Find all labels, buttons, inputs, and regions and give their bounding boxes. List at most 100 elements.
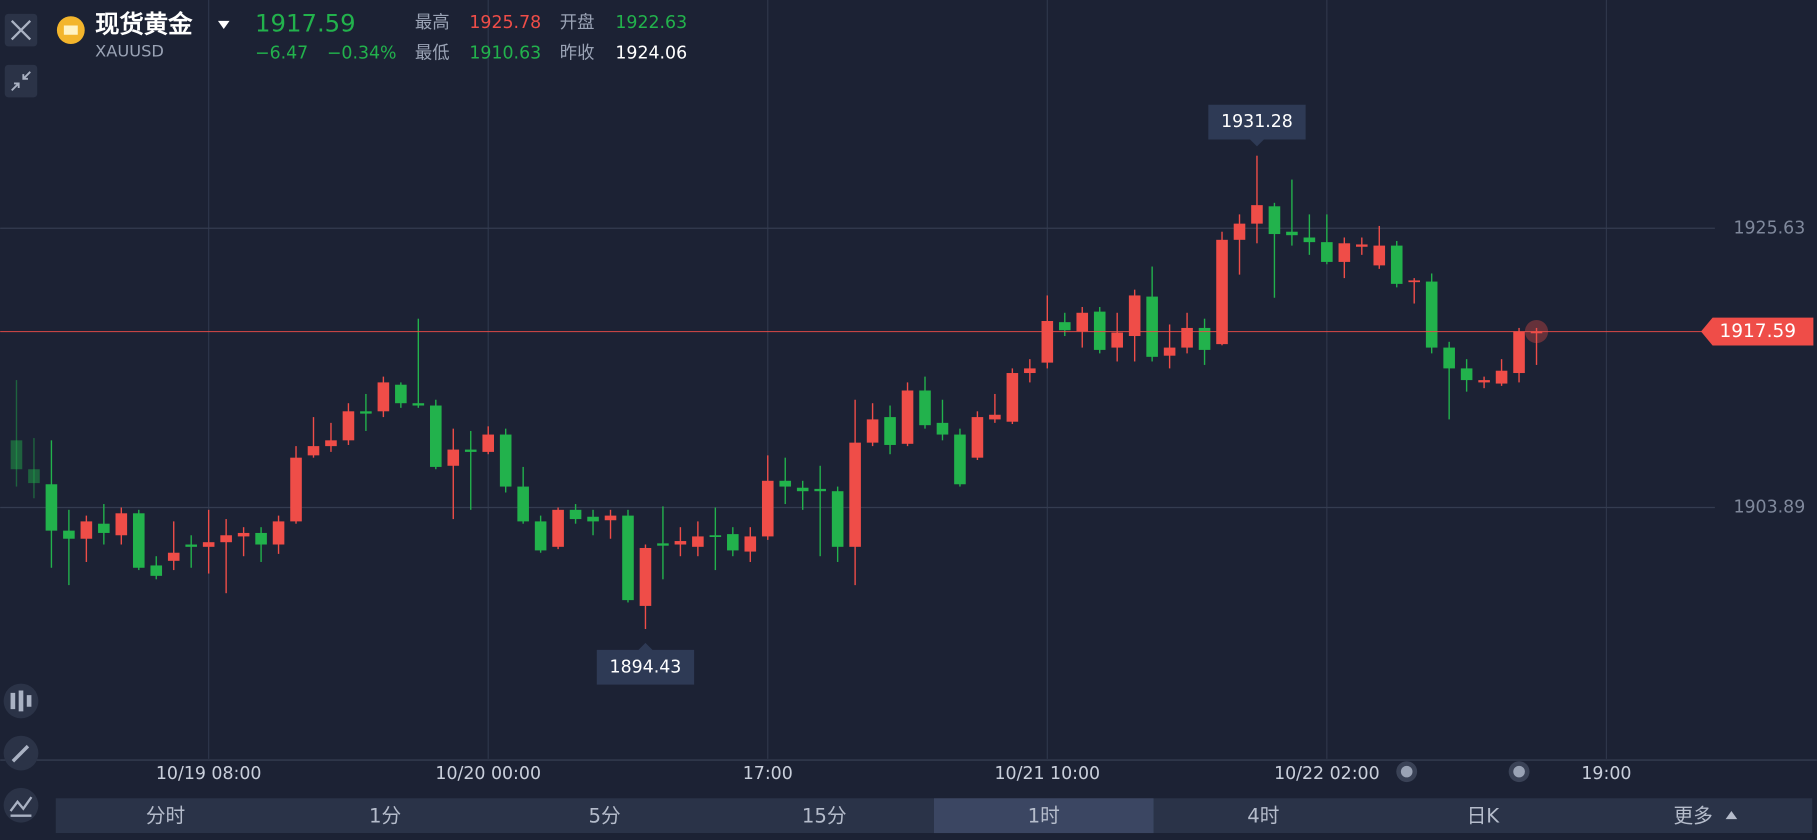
timeframe-tabs: 分时 1分 5分 15分 1时 4时 日K 更多 (146, 798, 1738, 834)
annotation-label: 1931.28 (1221, 112, 1293, 132)
shrink-button[interactable] (4, 64, 38, 98)
x-tick-label: 10/20 00:00 (435, 764, 541, 784)
candle-body (1478, 380, 1490, 383)
candle-body (464, 449, 477, 452)
candle-body (761, 480, 774, 537)
tab-label[interactable]: 1时 (1028, 804, 1060, 827)
close-icon (10, 20, 32, 41)
tab-label[interactable]: 1分 (369, 804, 401, 827)
scroll-dot (1400, 765, 1413, 778)
tab-label[interactable]: 更多 (1673, 804, 1712, 827)
candle-body (1111, 332, 1123, 348)
candle-body (779, 480, 792, 487)
candle-body (866, 419, 879, 443)
candle-body (395, 384, 407, 404)
candle-body (639, 547, 652, 606)
symbol: XAUUSD (95, 42, 164, 61)
candle-body (727, 534, 739, 551)
tab-label[interactable]: 5分 (589, 804, 621, 827)
candle-body (307, 446, 320, 456)
candle-body (1076, 312, 1089, 332)
candle-body (1373, 245, 1386, 266)
candle-body (657, 543, 669, 546)
candle-body (814, 488, 826, 492)
tab-label[interactable]: 4时 (1247, 804, 1279, 827)
x-tick-label: 19:00 (1581, 764, 1631, 784)
candle-body (360, 411, 372, 414)
candle-body (80, 521, 93, 539)
candle-body (412, 403, 425, 406)
candle-body (709, 535, 722, 537)
stat-label: 最低 (415, 43, 450, 63)
candle-body (796, 487, 809, 492)
candle-body (1321, 242, 1333, 262)
candle-body (1181, 327, 1193, 348)
candle-body (1460, 368, 1473, 381)
candle-body (132, 513, 145, 568)
candle-body (1443, 347, 1455, 369)
candle-body (692, 536, 704, 547)
candle-body (674, 541, 687, 545)
candle-body (167, 552, 180, 561)
chart: 10/19 08:00 10/20 00:00 17:00 10/21 10:00 10… (0, 0, 1817, 784)
candle-body (744, 536, 757, 552)
candle-body (936, 422, 949, 435)
candle-body (430, 405, 442, 467)
last-price-label: 1917.59 (1719, 321, 1796, 342)
stat-value: 1910.63 (469, 43, 541, 63)
candle-body (255, 532, 267, 545)
candle-body (1024, 368, 1036, 374)
candle-body (115, 513, 128, 536)
candle-body (1356, 244, 1368, 247)
last-price-glow (1524, 319, 1549, 344)
stat-label: 开盘 (560, 13, 595, 33)
change-pct: −0.34% (327, 43, 397, 63)
candle-body (28, 469, 40, 484)
candle-body (604, 515, 617, 521)
candle-body (1146, 296, 1158, 357)
last-price-tag (1700, 317, 1814, 346)
tab-label[interactable]: 日K (1467, 804, 1501, 827)
tab-arrow (1725, 811, 1738, 820)
instrument-name[interactable]: 现货黄金 (95, 9, 193, 38)
candle-body (1303, 237, 1316, 243)
x-tick-label: 10/21 10:00 (995, 764, 1101, 784)
candle-body (482, 434, 495, 452)
candle-body (1268, 206, 1281, 235)
candle-body (98, 523, 110, 533)
tab-label[interactable]: 15分 (802, 804, 847, 827)
candle-body (1495, 370, 1508, 384)
candle-body (1530, 331, 1543, 334)
x-tick-label: 10/22 02:00 (1274, 764, 1380, 784)
stat-value: 1924.06 (615, 43, 687, 63)
annotation-box (596, 642, 695, 685)
candle-body (1286, 231, 1298, 236)
shrink-icon (11, 71, 31, 92)
tab-label[interactable]: 分时 (146, 804, 185, 827)
annotation-box (1208, 104, 1306, 147)
candle-body (989, 414, 1001, 420)
tab-selected (933, 798, 1154, 834)
dropdown-arrow[interactable] (217, 20, 230, 29)
candle-body (1041, 321, 1054, 363)
candle-body (499, 434, 512, 487)
candle-body (1251, 205, 1263, 224)
candle-body (1513, 331, 1525, 374)
line-icon (9, 796, 33, 817)
candle-body (237, 532, 250, 537)
candle-body (1058, 322, 1071, 331)
candle-body (534, 521, 547, 551)
candle-body (919, 390, 931, 426)
candle-body (220, 535, 232, 543)
candle-body (150, 565, 163, 576)
candle-body (342, 411, 355, 441)
x-tick-label: 10/19 08:00 (156, 764, 262, 784)
candle-body (901, 390, 914, 444)
candle-body (1163, 347, 1176, 356)
candle-body (45, 484, 58, 531)
candle-icon (10, 690, 32, 712)
stat-label: 最高 (415, 13, 450, 33)
candle-body (447, 449, 460, 466)
price: 1917.59 (255, 8, 356, 37)
